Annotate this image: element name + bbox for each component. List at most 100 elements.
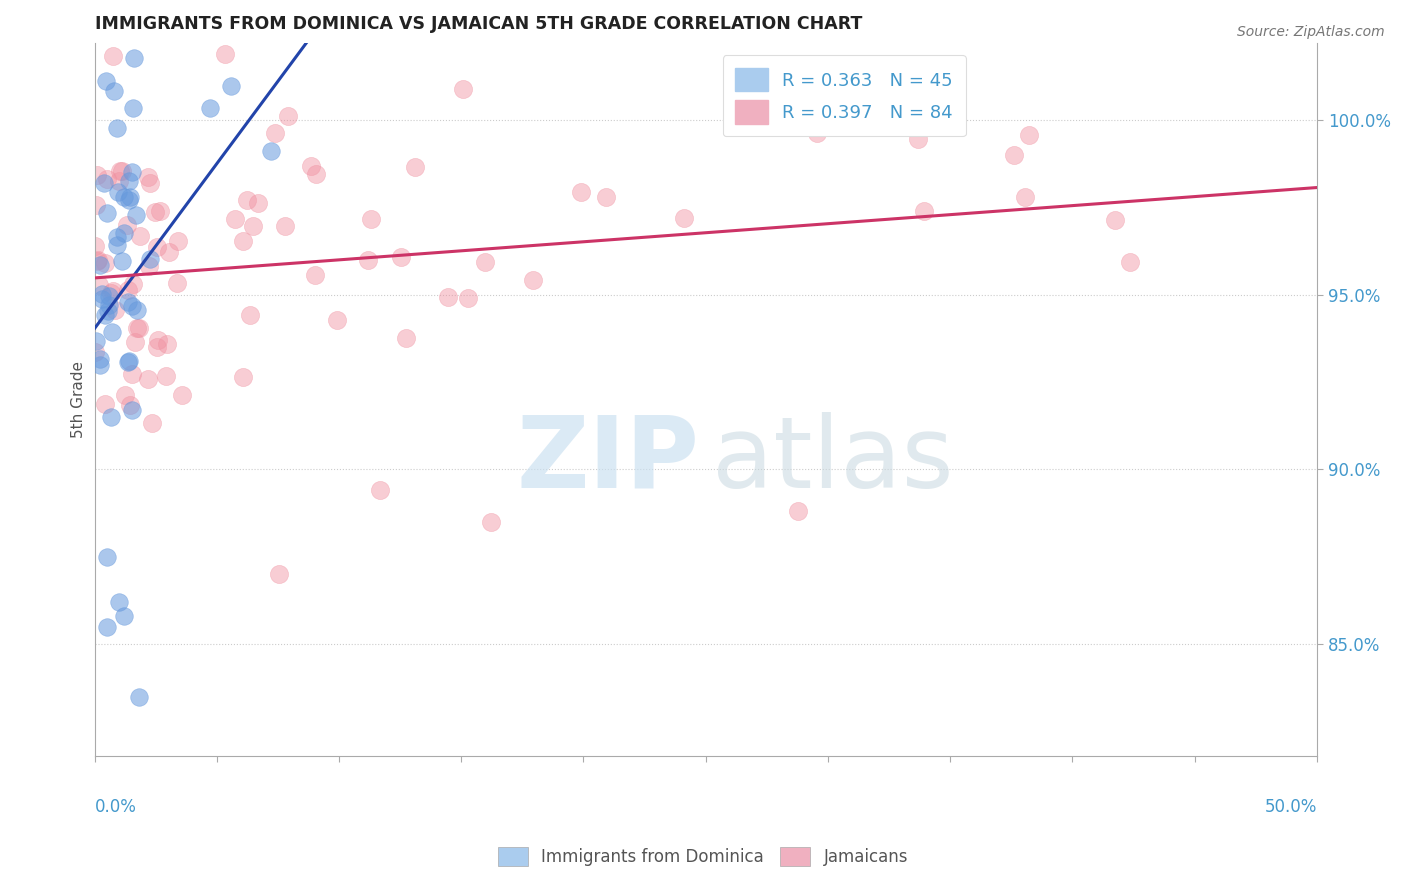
Point bbox=[122, 277, 145, 292]
Point bbox=[107, 185, 129, 199]
Text: ZIP: ZIP bbox=[517, 411, 700, 508]
Y-axis label: 5th Grade: 5th Grade bbox=[72, 361, 86, 438]
Point bbox=[94, 74, 117, 88]
Point bbox=[111, 163, 134, 178]
Point bbox=[94, 309, 117, 323]
Point bbox=[221, 79, 243, 94]
Point bbox=[389, 250, 412, 264]
Point bbox=[479, 515, 502, 529]
Point bbox=[105, 238, 128, 252]
Point bbox=[100, 325, 122, 339]
Point bbox=[121, 165, 143, 179]
Point bbox=[104, 302, 127, 317]
Point bbox=[299, 159, 322, 173]
Point bbox=[405, 160, 427, 174]
Point bbox=[260, 144, 283, 158]
Point bbox=[101, 284, 124, 298]
Point bbox=[108, 164, 131, 178]
Point bbox=[118, 174, 141, 188]
Point bbox=[127, 320, 149, 334]
Point bbox=[395, 331, 418, 345]
Point bbox=[122, 51, 145, 65]
Point bbox=[98, 289, 121, 303]
Point bbox=[1014, 190, 1036, 204]
Point bbox=[112, 226, 135, 240]
Point bbox=[117, 194, 139, 208]
Point bbox=[86, 168, 108, 182]
Point bbox=[139, 252, 162, 267]
Point bbox=[912, 203, 935, 218]
Point bbox=[522, 273, 544, 287]
Point bbox=[84, 238, 107, 252]
Point bbox=[122, 101, 145, 115]
Point bbox=[143, 205, 166, 219]
Point bbox=[96, 206, 118, 220]
Point bbox=[167, 234, 190, 248]
Point bbox=[96, 172, 118, 186]
Point bbox=[1119, 255, 1142, 269]
Point bbox=[84, 344, 107, 359]
Point bbox=[146, 340, 169, 354]
Point bbox=[326, 313, 349, 327]
Point bbox=[569, 185, 592, 199]
Point bbox=[89, 358, 111, 372]
Point bbox=[156, 337, 179, 351]
Point bbox=[117, 283, 139, 297]
Point bbox=[786, 504, 808, 518]
Point bbox=[124, 334, 146, 349]
Point bbox=[136, 169, 159, 184]
Point bbox=[114, 387, 136, 401]
Point bbox=[673, 211, 696, 225]
Point bbox=[139, 176, 162, 190]
Point bbox=[242, 219, 264, 233]
Point bbox=[733, 100, 755, 114]
Legend: Immigrants from Dominica, Jamaicans: Immigrants from Dominica, Jamaicans bbox=[491, 840, 915, 873]
Point bbox=[1002, 148, 1025, 162]
Point bbox=[129, 229, 152, 244]
Point bbox=[111, 253, 134, 268]
Text: IMMIGRANTS FROM DOMINICA VS JAMAICAN 5TH GRADE CORRELATION CHART: IMMIGRANTS FROM DOMINICA VS JAMAICAN 5TH… bbox=[94, 15, 862, 33]
Point bbox=[112, 189, 135, 203]
Text: 50.0%: 50.0% bbox=[1264, 798, 1317, 816]
Point bbox=[247, 195, 270, 210]
Point bbox=[98, 297, 121, 311]
Point bbox=[232, 370, 254, 384]
Point bbox=[170, 388, 193, 402]
Point bbox=[86, 254, 108, 268]
Point bbox=[87, 278, 110, 293]
Point bbox=[128, 321, 150, 335]
Point bbox=[146, 333, 169, 347]
Point bbox=[1018, 128, 1040, 142]
Point bbox=[87, 253, 110, 268]
Point bbox=[595, 190, 617, 204]
Point bbox=[267, 567, 290, 582]
Point bbox=[84, 198, 107, 212]
Point bbox=[806, 126, 828, 140]
Point bbox=[149, 204, 172, 219]
Legend: R = 0.363   N = 45, R = 0.397   N = 84: R = 0.363 N = 45, R = 0.397 N = 84 bbox=[723, 55, 966, 136]
Point bbox=[118, 190, 141, 204]
Point bbox=[91, 292, 114, 306]
Point bbox=[453, 82, 475, 96]
Point bbox=[368, 483, 391, 498]
Point bbox=[136, 372, 159, 386]
Point bbox=[157, 245, 180, 260]
Point bbox=[214, 46, 236, 61]
Point bbox=[89, 351, 111, 366]
Point bbox=[474, 255, 496, 269]
Point bbox=[357, 252, 380, 267]
Point bbox=[107, 120, 129, 135]
Point bbox=[103, 84, 125, 98]
Point bbox=[117, 218, 139, 232]
Point bbox=[457, 291, 479, 305]
Text: 0.0%: 0.0% bbox=[94, 798, 136, 816]
Point bbox=[117, 294, 139, 309]
Point bbox=[1104, 212, 1126, 227]
Point bbox=[264, 126, 287, 140]
Point bbox=[108, 595, 131, 609]
Point bbox=[128, 690, 150, 704]
Point bbox=[145, 240, 167, 254]
Point bbox=[200, 101, 222, 115]
Point bbox=[274, 219, 297, 234]
Point bbox=[118, 398, 141, 412]
